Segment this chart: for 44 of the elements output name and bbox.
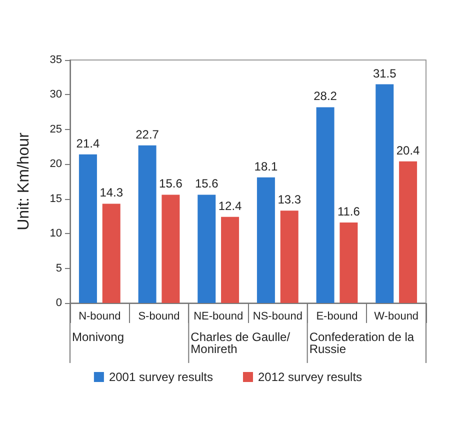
data-label: 31.5 xyxy=(372,66,397,80)
data-label: 13.3 xyxy=(278,192,302,207)
text: Confederation de la Russie xyxy=(309,330,418,356)
x-tick-label: S-bound xyxy=(138,310,180,322)
bar xyxy=(198,194,216,303)
text: Monivong xyxy=(72,330,124,344)
y-tick-label: 10 xyxy=(50,228,62,240)
bar xyxy=(280,210,298,303)
data-label: 22.7 xyxy=(136,127,160,142)
y-tick-label: 5 xyxy=(56,262,62,274)
bar xyxy=(376,84,394,303)
bar xyxy=(221,216,240,303)
x-tick-label: W-bound xyxy=(374,310,419,322)
bar xyxy=(78,154,97,303)
legend-label: 2001 survey results xyxy=(108,370,214,384)
data-label: 18.1 xyxy=(254,159,278,174)
bar xyxy=(399,161,418,303)
bar xyxy=(340,222,358,303)
data-label: 15.6 xyxy=(194,176,219,191)
data-label: 20.4 xyxy=(396,143,420,158)
bar xyxy=(316,107,334,303)
y-tick-label: 15 xyxy=(50,192,62,205)
x-tick-label: E-bound xyxy=(316,310,358,322)
data-label: 14.3 xyxy=(100,186,124,200)
y-tick-label: 20 xyxy=(50,158,62,170)
data-label: 15.6 xyxy=(159,176,183,191)
y-axis-title: Unit: Km/hour xyxy=(16,132,32,230)
bar xyxy=(256,177,275,303)
y-tick-label: 30 xyxy=(50,88,62,101)
data-label: 11.6 xyxy=(337,204,360,218)
bar xyxy=(102,204,120,303)
bar xyxy=(138,145,156,303)
bar xyxy=(162,194,180,303)
x-tick-label: NE-bound xyxy=(194,310,244,322)
y-tick-label: 25 xyxy=(50,123,62,136)
y-tick-label: 0 xyxy=(56,297,62,309)
data-label: 12.4 xyxy=(218,198,242,213)
x-tick-label: N-bound xyxy=(78,310,121,322)
y-tick-label: 35 xyxy=(50,54,62,66)
data-label: 21.4 xyxy=(76,136,100,150)
legend-label: 2012 survey results xyxy=(258,370,362,384)
x-tick-label: NS-bound xyxy=(252,310,302,322)
text: Charles de Gaulle/ Monireth xyxy=(190,330,294,356)
data-label: 28.2 xyxy=(314,89,338,104)
